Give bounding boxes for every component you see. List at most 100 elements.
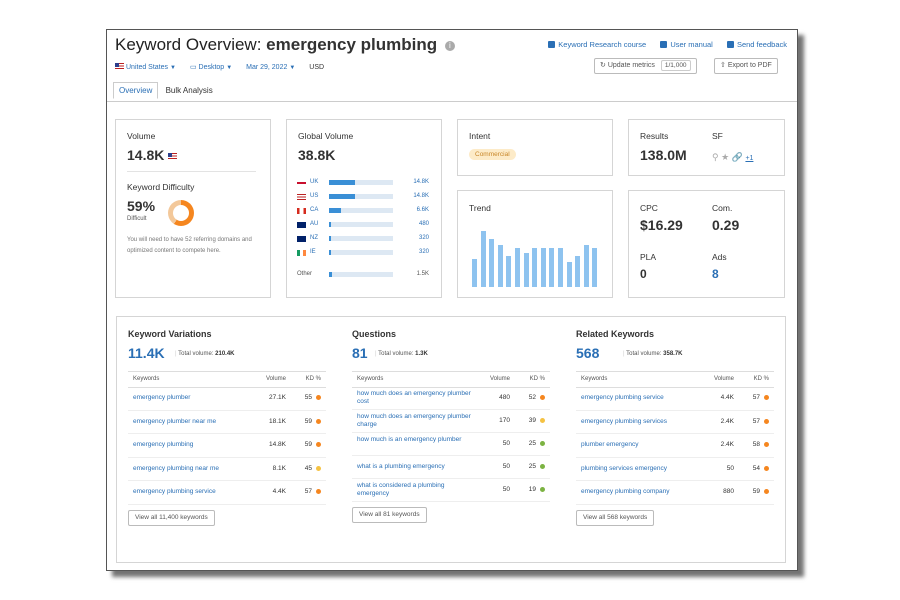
keyword-link[interactable]: emergency plumbing near me — [133, 464, 219, 472]
title-prefix: Keyword Overview: — [115, 35, 262, 54]
country-bar-track — [329, 180, 393, 185]
keyword-kd: 45 — [304, 464, 312, 472]
table-row: emergency plumbing 14.8K 59 — [128, 433, 326, 458]
update-count: 1/1,000 — [660, 60, 691, 71]
results-label: Results — [640, 131, 669, 141]
date-select[interactable]: Mar 29, 2022 ▼ — [246, 64, 295, 71]
keyword-link[interactable]: emergency plumbing service — [133, 488, 216, 495]
global-volume-value: 38.8K — [298, 147, 336, 163]
keyword-link[interactable]: emergency plumbing service — [581, 394, 664, 401]
country-bar-fill — [329, 222, 331, 227]
kd-dot-icon — [316, 489, 321, 494]
country-row: NZ 320 — [297, 234, 429, 244]
keyword-link[interactable]: what is a plumbing emergency — [357, 463, 445, 470]
keyword-kd: 59 — [304, 417, 312, 425]
sf-more-link[interactable]: +1 — [745, 155, 754, 162]
view-all-button[interactable]: View all 11,400 keywords — [128, 509, 215, 526]
trend-label: Trend — [469, 203, 491, 213]
kd-dot-icon — [316, 465, 321, 471]
country-code[interactable]: UK — [310, 179, 319, 185]
country-bar-track — [329, 250, 393, 255]
col-keywords: Keywords — [581, 376, 608, 382]
tab-overview[interactable]: Overview — [113, 82, 159, 99]
trend-chart — [472, 231, 602, 287]
course-link[interactable]: Keyword Research course — [548, 40, 646, 49]
country-volume: 320 — [418, 235, 429, 241]
info-icon[interactable]: i — [444, 40, 455, 51]
sf-label: SF — [712, 131, 723, 141]
keyword-overview-window: Keyword Overview: emergency plumbing i K… — [106, 29, 798, 571]
keyword-volume: 2.4K — [720, 417, 734, 425]
country-code[interactable]: AU — [310, 221, 319, 227]
ads-value[interactable]: 8 — [712, 267, 719, 281]
keyword-kd: 59 — [304, 441, 312, 448]
country-row-other: Other 1.5K — [297, 270, 429, 280]
country-code[interactable]: IE — [310, 249, 316, 255]
section-total: | Total volume: 210.4K — [175, 351, 235, 357]
keyword-link[interactable]: how much does an emergency plumber charg… — [357, 413, 471, 428]
country-flag-icon — [297, 194, 306, 200]
feedback-link[interactable]: Send feedback — [726, 40, 787, 49]
keyword-link[interactable]: emergency plumbing services — [581, 417, 667, 425]
section-total: | Total volume: 358.7K — [623, 351, 683, 357]
keyword-link[interactable]: emergency plumbing — [133, 441, 194, 448]
country-row: AU 480 — [297, 220, 429, 230]
serp-features: ⚲ ★ 🔗 +1 — [712, 152, 753, 163]
tab-bulk-analysis[interactable]: Bulk Analysis — [165, 86, 213, 95]
course-link-label: Keyword Research course — [558, 40, 647, 49]
top-links: Keyword Research course User manual Send… — [536, 40, 787, 49]
country-flag-icon — [297, 180, 306, 186]
keyword-link[interactable]: emergency plumbing company — [581, 488, 670, 495]
volume-number: 14.8K — [127, 147, 165, 163]
kd-dot-icon — [540, 464, 545, 469]
table-row: how much is an emergency plumber 50 25 — [352, 432, 550, 456]
section-count: 568 — [576, 345, 600, 361]
country-row: CA 6.6K — [297, 206, 429, 216]
keyword-link[interactable]: emergency plumber near me — [133, 417, 217, 425]
col-keywords: Keywords — [357, 376, 384, 382]
country-volume: 14.8K — [413, 179, 429, 185]
country-bar-track — [329, 208, 393, 213]
country-bar-track — [329, 194, 393, 199]
keyword-link[interactable]: how much does an emergency plumber cost — [357, 390, 471, 405]
keyword-volume: 480 — [499, 394, 510, 401]
kd-dot-icon — [540, 418, 545, 423]
kd-dot-icon — [764, 418, 769, 424]
table-row: emergency plumber 27.1K 55 — [128, 386, 326, 411]
col-kd: KD % — [753, 376, 769, 382]
keyword-link[interactable]: how much is an emergency plumber — [357, 436, 462, 443]
device-label: Desktop — [198, 64, 225, 71]
update-metrics-button[interactable]: ↻ Update metrics 1/1,000 — [594, 58, 697, 74]
country-bar-track — [329, 272, 393, 277]
keyword-volume: 50 — [502, 440, 510, 447]
kd-dot-icon — [316, 395, 321, 400]
pla-value: 0 — [640, 267, 647, 281]
view-all-button[interactable]: View all 568 keywords — [576, 509, 655, 526]
country-select[interactable]: United States ▼ — [115, 63, 176, 71]
volume-value: 14.8K — [127, 147, 179, 163]
trend-bar — [566, 261, 572, 287]
country-code[interactable]: NZ — [310, 235, 318, 241]
manual-link[interactable]: User manual — [660, 40, 713, 49]
keyword-volume: 14.8K — [269, 441, 286, 448]
keyword-link[interactable]: plumber emergency — [581, 441, 639, 448]
table-header: Keywords Volume KD % — [128, 371, 326, 388]
keyword-kd: 58 — [752, 441, 760, 448]
table-row: how much does an emergency plumber cost 4… — [352, 386, 550, 410]
country-code[interactable]: CA — [310, 207, 319, 213]
trend-bar — [506, 256, 512, 287]
view-all-button[interactable]: View all 81 keywords — [352, 507, 427, 523]
country-code[interactable]: US — [310, 193, 319, 199]
trend-bar — [558, 247, 563, 287]
device-select[interactable]: ▭ Desktop ▼ — [190, 64, 232, 71]
other-label: Other — [297, 271, 313, 277]
chevron-down-icon: ▼ — [170, 65, 176, 71]
section-count: 81 — [352, 345, 368, 361]
keyword-link[interactable]: emergency plumber — [133, 394, 191, 401]
keyword-link[interactable]: plumbing services emergency — [581, 464, 667, 472]
export-pdf-button[interactable]: ⇧ Export to PDF — [714, 58, 778, 74]
keyword-link[interactable]: what is considered a plumbing emergency — [357, 482, 445, 497]
intent-badge: Commercial — [469, 149, 516, 160]
table-row: how much does an emergency plumber charg… — [352, 409, 550, 433]
trend-bar — [592, 247, 598, 287]
